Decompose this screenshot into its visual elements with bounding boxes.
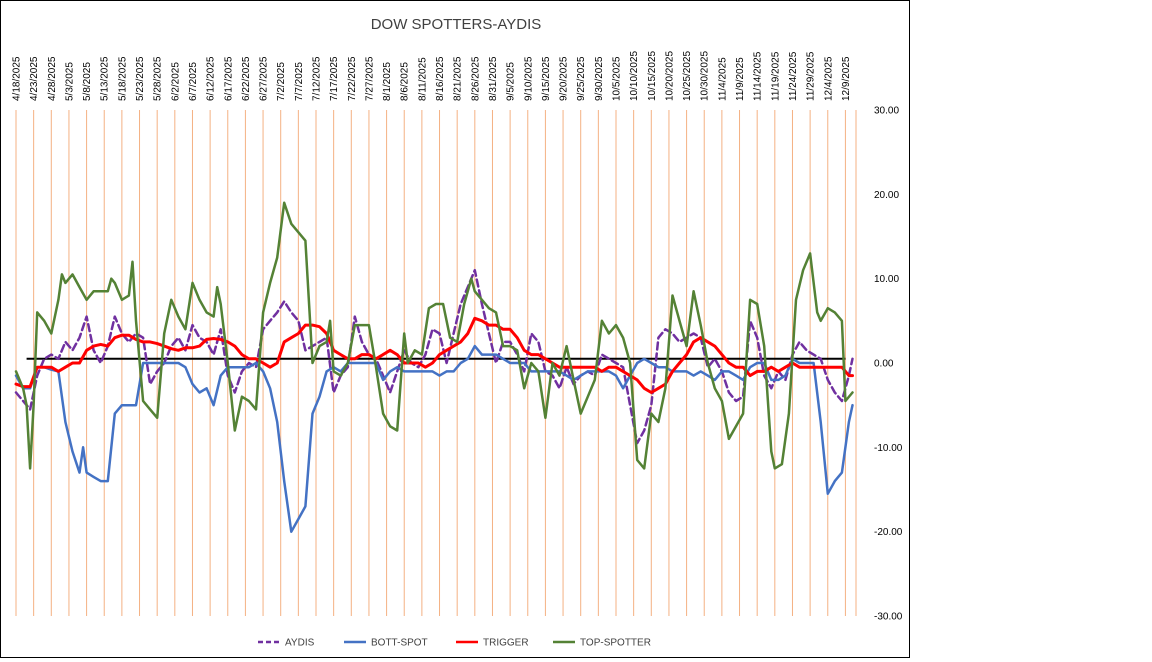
- x-tick-label: 6/12/2025: [206, 56, 217, 101]
- y-tick-label: 30.00: [874, 106, 899, 117]
- x-tick-label: 10/20/2025: [664, 51, 675, 101]
- x-tick-label: 7/7/2025: [294, 62, 305, 101]
- x-tick-label: 9/25/2025: [576, 56, 587, 101]
- x-tick-label: 5/3/2025: [64, 62, 75, 101]
- x-tick-label: 6/7/2025: [188, 62, 199, 101]
- x-tick-label: 9/5/2025: [506, 62, 517, 101]
- x-tick-label: 12/9/2025: [841, 56, 852, 101]
- x-tick-label: 5/18/2025: [117, 56, 128, 101]
- x-tick-label: 8/6/2025: [400, 62, 411, 101]
- x-tick-label: 5/23/2025: [135, 56, 146, 101]
- series-line-bott-spot: [14, 344, 854, 533]
- x-tick-labels: 4/18/2025 4/23/2025 4/28/2025 5/3/2025 5/8/2…: [12, 51, 852, 101]
- x-tick-label: 6/2/2025: [170, 62, 181, 101]
- x-tick-label: 12/4/2025: [823, 56, 834, 101]
- x-tick-label: 7/12/2025: [312, 56, 323, 101]
- x-tick-label: 8/21/2025: [453, 56, 464, 101]
- y-tick-label: -10.00: [874, 443, 903, 454]
- x-tick-label: 11/4/2025: [717, 57, 728, 101]
- x-tick-label: 8/31/2025: [488, 56, 499, 101]
- x-tick-label: 5/13/2025: [100, 56, 111, 101]
- y-tick-label: -30.00: [874, 612, 903, 623]
- x-tick-label: 11/9/2025: [735, 57, 746, 101]
- x-tick-label: 4/28/2025: [47, 56, 58, 101]
- x-tick-label: 10/15/2025: [647, 51, 658, 101]
- legend-label: BOTT-SPOT: [371, 638, 428, 649]
- x-tick-label: 4/23/2025: [29, 56, 40, 101]
- x-tick-label: 6/22/2025: [241, 56, 252, 101]
- legend-label: TRIGGER: [483, 638, 529, 649]
- legend-label: TOP-SPOTTER: [580, 638, 651, 649]
- x-tick-label: 7/27/2025: [364, 56, 375, 101]
- x-tick-label: 5/8/2025: [82, 62, 93, 101]
- y-tick-labels: 30.00 20.00 10.00 0.00 -10.00 -20.00 -30.00: [874, 106, 903, 623]
- x-tick-label: 9/30/2025: [594, 56, 605, 101]
- x-tick-label: 7/17/2025: [329, 56, 340, 101]
- chart-title: DOW SPOTTERS-AYDIS: [371, 16, 542, 33]
- x-tick-label: 8/1/2025: [382, 62, 393, 101]
- x-tick-label: 11/24/2025: [788, 51, 799, 101]
- x-tick-label: 7/22/2025: [347, 56, 358, 101]
- x-tick-label: 9/10/2025: [523, 56, 534, 101]
- x-tick-label: 6/17/2025: [223, 56, 234, 101]
- line-chart: DOW SPOTTERS-AYDIS 4/18/2025 4/23/2025 4/2…: [12, 16, 903, 649]
- x-tick-label: 6/27/2025: [259, 56, 270, 101]
- legend: AYDIS BOTT-SPOT TRIGGER TOP-SPOTTER: [258, 638, 651, 649]
- y-tick-label: 20.00: [874, 190, 899, 201]
- x-tick-label: 9/15/2025: [541, 56, 552, 101]
- x-tick-label: 4/18/2025: [12, 56, 23, 101]
- series-line-top-spotter: [14, 201, 854, 470]
- legend-label: AYDIS: [285, 638, 315, 649]
- y-tick-label: -20.00: [874, 527, 903, 538]
- y-tick-label: 0.00: [874, 359, 894, 370]
- x-tick-label: 10/5/2025: [612, 56, 623, 101]
- x-tick-label: 5/28/2025: [153, 56, 164, 101]
- x-tick-label: 11/29/2025: [806, 51, 817, 101]
- x-tick-label: 8/26/2025: [470, 56, 481, 101]
- x-tick-label: 11/19/2025: [770, 51, 781, 101]
- y-tick-label: 10.00: [874, 274, 899, 285]
- x-tick-label: 8/11/2025: [417, 57, 428, 101]
- series-layer: [14, 201, 854, 533]
- chart-frame: DOW SPOTTERS-AYDIS 4/18/2025 4/23/2025 4/2…: [0, 0, 910, 658]
- x-tick-label: 10/25/2025: [682, 51, 693, 101]
- x-tick-label: 9/20/2025: [559, 56, 570, 101]
- series-line-aydis: [14, 268, 854, 445]
- x-tick-label: 10/30/2025: [700, 51, 711, 101]
- series-line-trigger: [14, 316, 854, 394]
- x-tick-label: 7/2/2025: [276, 62, 287, 101]
- x-tick-label: 10/10/2025: [629, 51, 640, 101]
- x-tick-label: 11/14/2025: [753, 51, 764, 101]
- x-tick-label: 8/16/2025: [435, 56, 446, 101]
